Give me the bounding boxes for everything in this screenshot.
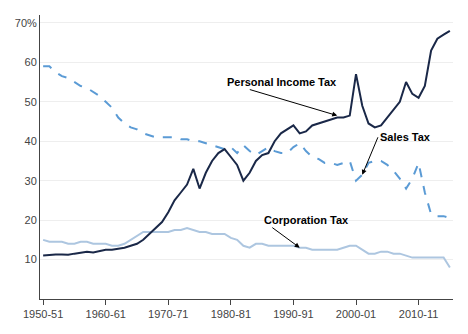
- svg-text:1950-51: 1950-51: [23, 308, 63, 320]
- svg-text:1990-91: 1990-91: [273, 308, 313, 320]
- svg-text:1970-71: 1970-71: [148, 308, 188, 320]
- svg-text:60: 60: [25, 56, 37, 68]
- svg-text:1980-81: 1980-81: [211, 308, 251, 320]
- svg-text:40: 40: [25, 135, 37, 147]
- svg-text:10: 10: [25, 253, 37, 265]
- svg-text:50: 50: [25, 96, 37, 108]
- svg-text:2010-11: 2010-11: [399, 308, 439, 320]
- svg-text:30: 30: [25, 175, 37, 187]
- svg-text:Sales Tax: Sales Tax: [380, 131, 431, 143]
- svg-text:1960-61: 1960-61: [86, 308, 126, 320]
- svg-text:20: 20: [25, 214, 37, 226]
- svg-text:Corporation Tax: Corporation Tax: [264, 214, 349, 226]
- svg-text:2000-01: 2000-01: [336, 308, 376, 320]
- svg-text:70%: 70%: [15, 17, 37, 29]
- svg-text:Personal Income Tax: Personal Income Tax: [227, 76, 337, 88]
